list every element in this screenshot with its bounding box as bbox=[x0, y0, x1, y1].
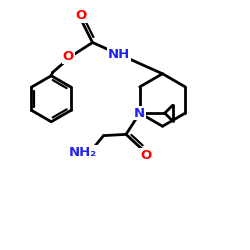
Text: O: O bbox=[140, 148, 151, 162]
Text: O: O bbox=[62, 50, 74, 63]
Text: NH₂: NH₂ bbox=[69, 146, 97, 159]
Text: O: O bbox=[76, 9, 87, 22]
Text: N: N bbox=[134, 106, 145, 120]
Text: NH: NH bbox=[108, 48, 130, 61]
